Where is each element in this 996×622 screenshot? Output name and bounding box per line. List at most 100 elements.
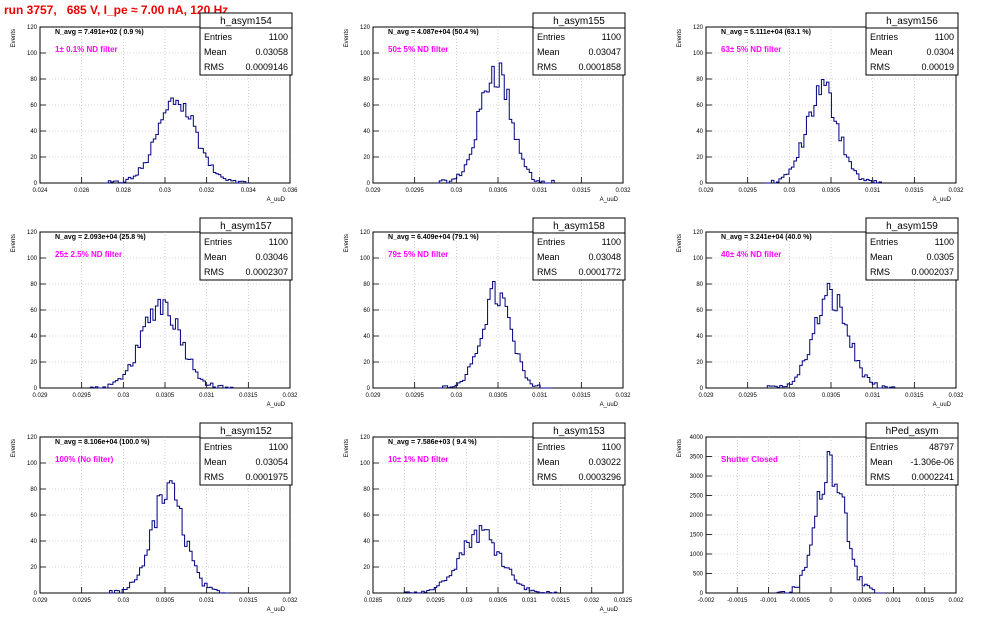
- y-tick-label: 80: [30, 77, 37, 83]
- histogram-bins: [89, 298, 234, 389]
- y-tick-label: 60: [363, 308, 370, 314]
- stats-label-mean: Mean: [204, 252, 227, 262]
- stats-box: [532, 217, 626, 281]
- y-tick-label: 500: [693, 572, 704, 578]
- x-tick-label: 0.031: [865, 393, 881, 399]
- histogram-name: h_asym159: [886, 221, 938, 232]
- stats-label-rms: RMS: [537, 267, 557, 277]
- x-tick-label: 0.0295: [738, 393, 757, 399]
- y-tick-label: 40: [30, 334, 37, 340]
- y-tick-label: 40: [363, 539, 370, 545]
- y-tick-label: 40: [696, 334, 703, 340]
- y-tick-label: 20: [363, 360, 370, 366]
- filter-annotation: 40± 4% ND filter: [721, 250, 781, 259]
- y-tick-label: 120: [693, 25, 704, 31]
- x-tick-label: 0.032: [282, 393, 298, 399]
- x-tick-label: -0.001: [760, 598, 778, 604]
- stats-label-rms: RMS: [204, 267, 224, 277]
- filter-annotation: 1± 0.1% ND filter: [55, 45, 118, 54]
- y-tick-label: 60: [363, 513, 370, 519]
- y-tick-label: 1000: [690, 552, 704, 558]
- y-tick-label: 0: [34, 181, 38, 187]
- x-tick-label: 0.0015: [916, 598, 935, 604]
- y-tick-label: 60: [696, 103, 703, 109]
- stats-label-rms: RMS: [204, 62, 224, 72]
- stats-value-rms: 0.0002307: [245, 267, 288, 277]
- stats-value-entries: 48797: [929, 442, 954, 452]
- stats-label-entries: Entries: [870, 32, 899, 42]
- navg-label: N_avg = 7.491e+02 ( 0.9 %): [55, 29, 144, 36]
- stats-value-mean: 0.03048: [588, 252, 621, 262]
- x-tick-label: 0.0295: [72, 598, 91, 604]
- y-tick-label: 0: [700, 181, 704, 187]
- stats-label-entries: Entries: [204, 442, 233, 452]
- y-axis-label: Events: [677, 439, 683, 457]
- y-tick-label: 0: [367, 386, 371, 392]
- x-tick-label: 0.029: [32, 393, 48, 399]
- stats-box: [199, 12, 293, 76]
- y-axis-label: Events: [344, 234, 350, 252]
- x-tick-label: 0.001: [886, 598, 902, 604]
- x-tick-label: 0.0305: [156, 393, 175, 399]
- filter-annotation: 100% (No filter): [55, 455, 114, 464]
- stats-value-rms: 0.00019: [921, 62, 954, 72]
- x-tick-label: -0.0015: [727, 598, 748, 604]
- stats-value-rms: 0.0002037: [911, 267, 954, 277]
- y-tick-label: 80: [30, 282, 37, 288]
- histogram-name: h_asym154: [220, 16, 272, 27]
- x-tick-label: 0.032: [282, 598, 298, 604]
- stats-label-entries: Entries: [537, 32, 566, 42]
- x-tick-label: 0.0325: [614, 598, 633, 604]
- stats-value-entries: 1100: [935, 32, 954, 42]
- stats-box: [865, 12, 959, 76]
- stats-label-mean: Mean: [870, 47, 893, 57]
- x-tick-label: 0.032: [199, 188, 215, 194]
- stats-box: [865, 422, 959, 486]
- filter-annotation: 25± 2.5% ND filter: [55, 250, 122, 259]
- y-tick-label: 0: [700, 591, 704, 597]
- x-tick-label: 0.0315: [905, 188, 924, 194]
- x-tick-label: 0.031: [865, 188, 881, 194]
- y-tick-label: 40: [696, 129, 703, 135]
- y-axis-label: Events: [11, 439, 17, 457]
- y-tick-label: 80: [30, 487, 37, 493]
- y-tick-label: 3500: [690, 455, 704, 461]
- stats-label-entries: Entries: [204, 32, 233, 42]
- y-axis-label: Events: [344, 439, 350, 457]
- x-tick-label: 0.036: [282, 188, 298, 194]
- y-tick-label: 120: [27, 435, 38, 441]
- histogram-name: h_asym153: [553, 426, 605, 437]
- histogram-panel-h_asym159: 0.029 0.0295 0.03 0.0305 0.031 0.0315 0.032 0 20…: [677, 217, 964, 408]
- histogram-bins: [403, 525, 558, 594]
- stats-value-entries: 1100: [269, 442, 288, 452]
- x-tick-label: 0.0295: [405, 393, 424, 399]
- x-tick-label: 0.0315: [905, 393, 924, 399]
- y-tick-label: 120: [27, 230, 38, 236]
- x-tick-label: 0.0305: [822, 393, 841, 399]
- x-axis-label: A_uuD: [267, 197, 286, 203]
- stats-value-entries: 1100: [269, 237, 288, 247]
- x-tick-label: 0.0305: [156, 598, 175, 604]
- stats-label-mean: Mean: [537, 252, 560, 262]
- x-tick-label: 0.0305: [822, 188, 841, 194]
- x-axis-label: A_uuD: [600, 607, 619, 613]
- stats-label-entries: Entries: [870, 442, 899, 452]
- x-tick-label: 0.03: [461, 598, 473, 604]
- x-tick-label: 0.03: [450, 188, 462, 194]
- stats-label-entries: Entries: [870, 237, 899, 247]
- y-tick-label: 100: [27, 461, 38, 467]
- navg-label: N_avg = 7.586e+03 ( 9.4 %): [388, 439, 477, 446]
- y-tick-label: 80: [363, 282, 370, 288]
- histogram-panel-h_asym157: 0.029 0.0295 0.03 0.0305 0.031 0.0315 0.032 0 20…: [11, 217, 298, 408]
- histogram-panel-h_asym152: 0.029 0.0295 0.03 0.0305 0.031 0.0315 0.032 0 20…: [11, 422, 298, 613]
- y-tick-label: 20: [696, 155, 703, 161]
- x-tick-label: -0.0005: [790, 598, 811, 604]
- histogram-name: h_asym157: [220, 221, 272, 232]
- stats-label-mean: Mean: [204, 47, 227, 57]
- stats-box: [532, 12, 626, 76]
- x-tick-label: 0.0295: [405, 188, 424, 194]
- x-tick-label: 0.0305: [489, 188, 508, 194]
- filter-annotation: 50± 5% ND filter: [388, 45, 448, 54]
- filter-annotation: 10± 1% ND filter: [388, 455, 448, 464]
- stats-box: [199, 217, 293, 281]
